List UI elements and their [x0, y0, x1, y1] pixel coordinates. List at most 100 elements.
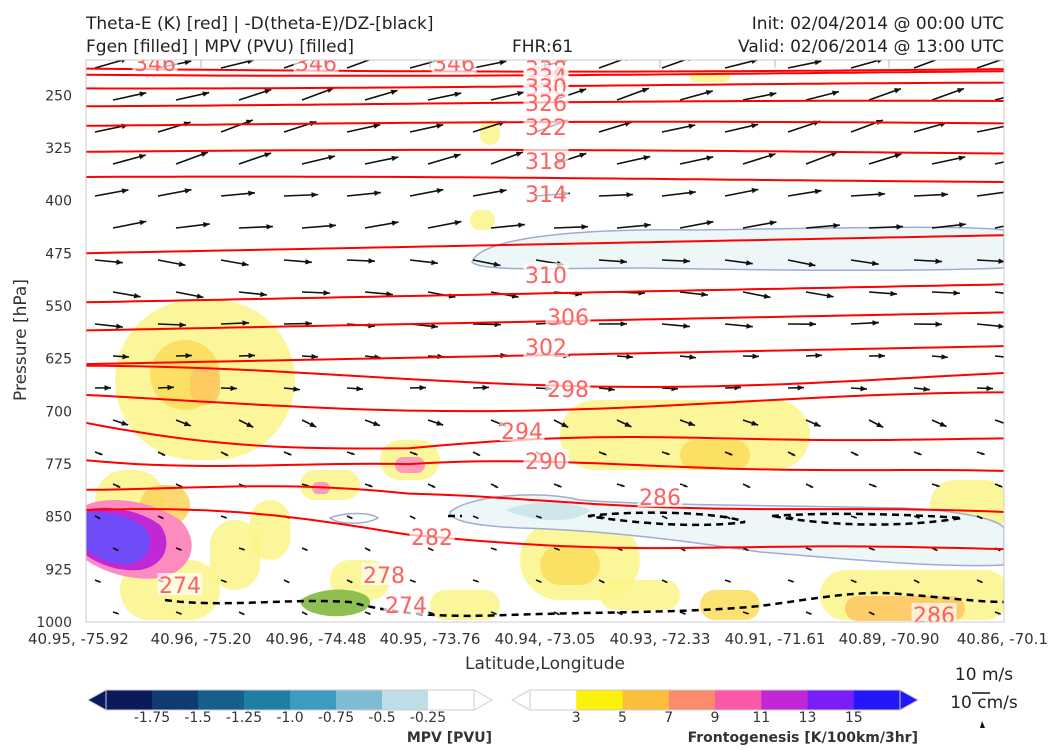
wind-arrow-head — [706, 155, 714, 161]
wind-arrow-head — [682, 612, 686, 615]
wind-arrow-head — [431, 484, 436, 488]
theta-e-label-bg — [523, 115, 569, 137]
theta-e-label-bg — [409, 525, 455, 547]
theta-e-contours: 3463463463383343303263223183143103063022… — [86, 60, 1004, 622]
wind-arrow-shaft — [661, 60, 687, 69]
wind-arrow-shaft — [994, 161, 1004, 165]
wind-arrow-head — [185, 352, 192, 359]
wind-arrow-head — [769, 220, 777, 226]
wind-arrow-head — [878, 353, 885, 359]
wind-arrow-head — [683, 258, 690, 264]
fgen-patch — [300, 470, 360, 500]
wind-arrow-shaft — [346, 60, 372, 69]
wind-arrow-head — [368, 258, 375, 264]
wind-arrow-head — [121, 60, 126, 64]
wind-arrow-head — [1022, 220, 1029, 225]
colorbar-tick: 15 — [845, 710, 863, 726]
theta-e-label-bg — [523, 91, 569, 113]
wind-arrow-head — [768, 153, 776, 159]
wind-arrow-head — [184, 188, 192, 194]
wind-arrow-head — [701, 291, 708, 298]
wind-arrow-head — [98, 452, 103, 455]
wind-arrow-head — [746, 323, 753, 329]
wind-arrow-head — [998, 258, 1004, 264]
wind-arrow-head — [304, 548, 308, 551]
wind-arrow-head — [556, 548, 560, 551]
wind-arrow-head — [241, 261, 249, 267]
wind-arrow-head — [752, 353, 759, 360]
wind-arrow-head — [373, 123, 381, 129]
wind-arrow-head — [621, 484, 625, 487]
wind-arrow-head — [957, 88, 964, 94]
wind-arrow-shaft — [598, 60, 624, 69]
wind-arrow-shaft — [994, 291, 1004, 294]
wind-arrow-head — [121, 420, 129, 426]
colorbar-tick: 5 — [618, 710, 627, 726]
wind-arrow-head — [412, 516, 416, 519]
x-tick-label: 40.89, -70.90 — [839, 630, 940, 648]
wind-arrow-head — [122, 353, 129, 360]
valid-time: Valid: 02/06/2014 @ 13:00 UTC — [738, 37, 1004, 57]
wind-arrow-head — [323, 290, 330, 296]
wind-arrow-head — [97, 580, 101, 583]
wind-arrow-head — [619, 612, 623, 615]
colorbar-frame — [105, 689, 475, 711]
wind-arrow-head — [727, 516, 731, 519]
wind-arrow-head — [808, 612, 812, 615]
wind-arrow-head — [499, 60, 507, 66]
colorbar-tick: -0.75 — [318, 710, 354, 726]
wind-arrow-head — [871, 260, 879, 266]
wind-arrow-head — [808, 548, 812, 551]
theta-e-label: 278 — [363, 564, 405, 589]
wind-arrow-head — [139, 91, 147, 97]
title-left-2: Fgen [filled] | MPV (PVU) [filled] — [86, 37, 355, 57]
theta-e-line — [86, 311, 1004, 332]
wind-arrow-head — [917, 452, 922, 455]
theta-e-label: 302 — [525, 336, 567, 361]
y-tick-label: 325 — [45, 141, 72, 157]
wind-arrow-head — [689, 354, 696, 360]
wind-arrow-head — [935, 258, 942, 264]
wind-arrow-head — [305, 259, 312, 265]
gradient-contour-dashed — [164, 591, 1004, 618]
wind-arrow-head — [184, 60, 192, 66]
wind-arrow-head — [620, 321, 627, 327]
wind-arrow-head — [390, 89, 398, 95]
colorbar-segment — [336, 690, 383, 710]
colorbar-segment — [530, 690, 577, 710]
colorbar-tick: -0.5 — [368, 710, 395, 726]
wind-arrow-head — [97, 516, 101, 519]
theta-e-label: 294 — [501, 420, 543, 445]
wind-arrow-head — [264, 88, 272, 95]
colorbar-arrow-right — [473, 689, 494, 711]
wind-arrow-head — [830, 151, 838, 157]
theta-e-label: 314 — [525, 183, 567, 208]
wind-arrow-head — [664, 580, 668, 583]
wind-arrow-head — [260, 291, 267, 297]
wind-arrow-head — [223, 516, 227, 519]
wind-arrow-head — [626, 192, 633, 198]
wind-arrow-head — [746, 484, 751, 488]
fgen-patch — [480, 120, 500, 145]
wind-arrow-head — [391, 220, 399, 226]
wind-arrow-head — [602, 452, 607, 455]
fgen-patch — [210, 520, 260, 590]
wind-arrow-head — [356, 385, 363, 392]
wind-arrow-head — [413, 452, 418, 456]
wind-arrow-head — [953, 290, 960, 296]
wind-arrow-head — [561, 421, 569, 428]
wind-arrow-head — [809, 321, 816, 327]
wind-arrow-head — [923, 386, 930, 392]
wind-arrow-head — [167, 384, 174, 391]
theta-e-label-bg — [911, 603, 957, 622]
y-tick-label: 925 — [45, 562, 72, 578]
y-tick-label: 775 — [45, 457, 72, 473]
wind-arrow-shaft — [976, 125, 1004, 133]
theta-e-label: 318 — [525, 150, 567, 175]
wind-arrow-head — [980, 452, 985, 455]
wind-arrow-head — [815, 352, 822, 359]
wind-arrow-head — [482, 384, 489, 391]
wind-arrow-head — [894, 153, 902, 159]
wind-arrow-head — [763, 293, 771, 299]
wind-arrow-head — [689, 190, 696, 196]
